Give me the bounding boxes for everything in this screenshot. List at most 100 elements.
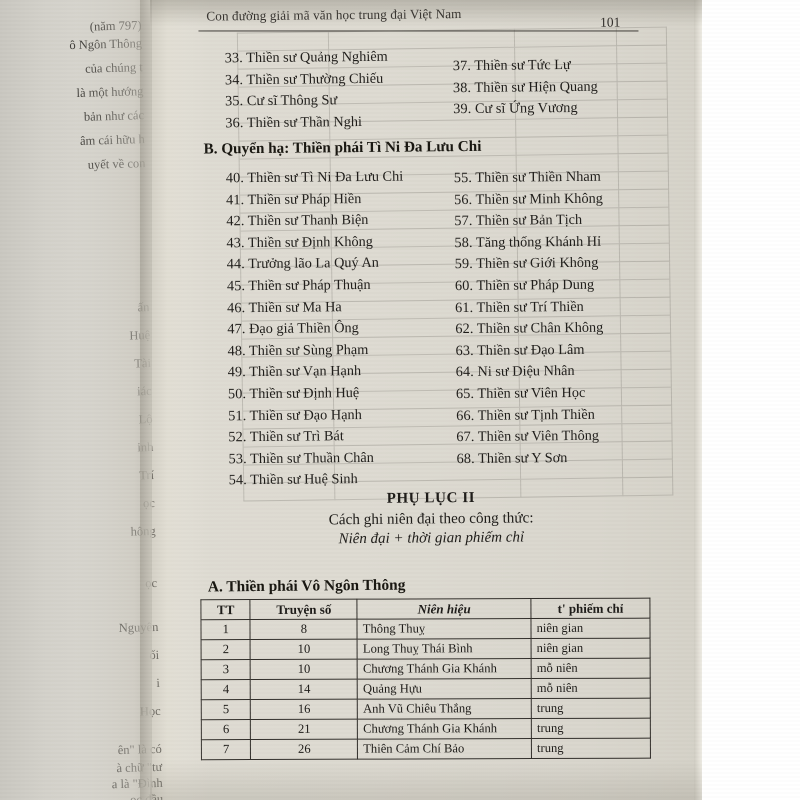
list-item-number: 68. bbox=[456, 450, 475, 467]
list-item-number: 42. bbox=[226, 213, 245, 230]
list-item-number: 38. bbox=[452, 79, 472, 96]
list-item-number: 65. bbox=[455, 385, 475, 403]
list-item-number: 63. bbox=[455, 342, 474, 359]
cell-truyen-so: 10 bbox=[250, 639, 358, 660]
table-row: 2 10 Long Thuỵ Thái Bình niên gian bbox=[201, 638, 651, 660]
list-item: 34. Thiền sư Thường Chiếu bbox=[225, 68, 440, 92]
table-row: 7 26 Thiên Cảm Chí Bảo trung bbox=[201, 738, 651, 760]
list-item-label: Thiền sư Trì Bát bbox=[246, 428, 344, 446]
cell-nien-hieu: Anh Vũ Chiêu Thắng bbox=[357, 698, 532, 720]
page-number: 101 bbox=[600, 14, 621, 30]
list-item-label: Thiền sư Định Huệ bbox=[246, 384, 360, 403]
list-item-label: Thiền sư Ma Ha bbox=[245, 298, 342, 316]
cell-nien-hieu: Thông Thuỵ bbox=[357, 618, 532, 640]
list-item: 60. Thiền sư Pháp Dung bbox=[455, 274, 685, 298]
list-item-number: 64. bbox=[455, 364, 474, 381]
cell-phiem-chi: trung bbox=[531, 738, 651, 759]
list-item-number: 45. bbox=[226, 278, 246, 295]
list-item: 68. Thiền sư Y Sơn bbox=[456, 447, 686, 471]
list-item-label: Tăng thống Khánh Hỉ bbox=[472, 233, 602, 251]
list-block-1-left-column: 33. Thiền sư Quảng Nghiêm 34. Thiền sư Th… bbox=[225, 46, 441, 134]
list-item-number: 56. bbox=[454, 191, 473, 208]
table-section-heading: A. Thiền phái Vô Ngôn Thông bbox=[207, 576, 406, 596]
list-item-number: 44. bbox=[226, 256, 245, 273]
list-item-number: 57. bbox=[454, 213, 473, 230]
list-item-number: 52. bbox=[228, 429, 247, 446]
cell-truyen-so: 16 bbox=[250, 699, 358, 720]
list-item-number: 41. bbox=[226, 191, 245, 208]
list-item-number: 48. bbox=[227, 342, 246, 360]
list-item-label: Thiền sư Tì Ni Đa Lưu Chi bbox=[243, 168, 404, 187]
list-item-label: Thiền sư Bản Tịch bbox=[472, 212, 583, 230]
list-item-label: Thiền sư Viên Thông bbox=[474, 427, 600, 446]
list-item: 62. Thiền sư Chân Không bbox=[455, 317, 685, 341]
list-item-label: Đạo giả Thiền Ông bbox=[245, 320, 359, 338]
list-item: 41. Thiền sư Pháp Hiền bbox=[226, 188, 456, 212]
verso-text-fragment: ô Ngôn Thông bbox=[69, 36, 143, 53]
list-item-label: Thiền sư Sùng Phạm bbox=[245, 341, 369, 359]
list-item-label: Thiền sư Đạo Hạnh bbox=[246, 406, 362, 424]
list-item-number: 36. bbox=[225, 114, 244, 132]
list-item-label: Thiền sư Thường Chiếu bbox=[243, 70, 384, 88]
list-item: 52. Thiền sư Trì Bát bbox=[228, 425, 458, 449]
list-item: 54. Thiền sư Huệ Sinh bbox=[229, 468, 459, 492]
verso-text-fragment: âm cái hữu h bbox=[79, 132, 145, 148]
list-item: 66. Thiền sư Tịnh Thiền bbox=[456, 403, 686, 427]
cell-nien-hieu: Long Thuỵ Thái Bình bbox=[357, 638, 532, 660]
list-item-label: Thiền sư Trí Thiền bbox=[473, 298, 584, 316]
list-item: 49. Thiền sư Vạn Hạnh bbox=[228, 360, 458, 384]
cell-truyen-so: 10 bbox=[250, 659, 358, 680]
list-item-number: 43. bbox=[226, 234, 245, 252]
list-item-label: Thiền sư Pháp Thuận bbox=[245, 276, 371, 295]
cell-phiem-chi: niên gian bbox=[531, 638, 651, 659]
list-item-number: 49. bbox=[227, 364, 246, 381]
table-row: 5 16 Anh Vũ Chiêu Thắng trung bbox=[201, 698, 651, 720]
list-item-number: 66. bbox=[456, 407, 475, 424]
table-row: 1 8 Thông Thuỵ niên gian bbox=[200, 618, 651, 640]
list-item-label: Thiền sư Định Không bbox=[244, 233, 373, 251]
cell-nien-hieu: Thiên Cảm Chí Bảo bbox=[357, 738, 532, 760]
recto-page-content: Con đường giải mã văn học trung đại Việt… bbox=[146, 0, 706, 800]
appendix-subtitle: Cách ghi niên đại theo công thức: bbox=[328, 509, 534, 529]
background-outside-book bbox=[702, 0, 800, 800]
list-item-number: 37. bbox=[452, 57, 472, 75]
list-item-label: Thiền sư Quảng Nghiêm bbox=[242, 48, 388, 67]
table-body: 1 8 Thông Thuỵ niên gian 2 10 Long Thuỵ Thái B… bbox=[200, 618, 651, 760]
list-item-number: 40. bbox=[225, 170, 245, 187]
list-item: 51. Thiền sư Đạo Hạnh bbox=[228, 404, 458, 428]
list-item-label: Thiền sư Chân Không bbox=[473, 319, 604, 338]
list-item-label: Thiền sư Y Sơn bbox=[474, 449, 568, 467]
column-header-truyen-so: Truyện số bbox=[250, 599, 358, 620]
list-item-label: Trưởng lão La Quý An bbox=[244, 255, 380, 273]
list-item: 40. Thiền sư Tì Ni Đa Lưu Chi bbox=[226, 166, 456, 190]
list-item: 38. Thiền sư Hiện Quang bbox=[453, 76, 668, 100]
list-item-number: 50. bbox=[227, 386, 247, 403]
cell-phiem-chi: niên gian bbox=[531, 618, 651, 639]
list-item: 43. Thiền sư Định Không bbox=[226, 231, 456, 255]
list-item-label: Thiền sư Pháp Hiền bbox=[244, 190, 362, 208]
book-gutter-shadow bbox=[140, 0, 212, 800]
cell-phiem-chi: trung bbox=[531, 698, 651, 719]
list-item-number: 61. bbox=[455, 299, 474, 316]
list-item-label: Cư sĩ Thông Sư bbox=[243, 92, 338, 110]
list-item: 59. Thiền sư Giới Không bbox=[455, 252, 685, 276]
appendix-title: PHỤ LỤC II bbox=[386, 489, 476, 507]
nien-hieu-table: TT Truyện số Niên hiệu t' phiếm chỉ 1 8 Th… bbox=[200, 598, 651, 761]
list-item: 56. Thiền sư Minh Không bbox=[454, 188, 684, 212]
cell-truyen-so: 21 bbox=[250, 719, 358, 740]
list-item: 37. Thiền sư Tức Lự bbox=[453, 54, 668, 78]
cell-truyen-so: 26 bbox=[250, 739, 358, 760]
cell-phiem-chi: mỗ niên bbox=[531, 678, 651, 699]
list-item: 55. Thiền sư Thiền Nham bbox=[454, 166, 684, 190]
list-block-1-right-column: 37. Thiền sư Tức Lự 38. Thiền sư Hiện Qua… bbox=[453, 54, 669, 121]
table-header: TT Truyện số Niên hiệu t' phiếm chỉ bbox=[200, 598, 650, 620]
list-item-number: 35. bbox=[225, 93, 244, 110]
verso-page-text: (năm 797) ô Ngôn Thông của chúng t là một h… bbox=[0, 0, 163, 800]
list-item-number: 51. bbox=[228, 407, 247, 424]
cell-phiem-chi: mỗ niên bbox=[531, 658, 651, 679]
list-item: 58. Tăng thống Khánh Hỉ bbox=[454, 231, 684, 255]
list-item-label: Cư sĩ Ứng Vương bbox=[471, 100, 578, 118]
list-item-number: 47. bbox=[227, 321, 246, 338]
list-item: 35. Cư sĩ Thông Sư bbox=[225, 89, 440, 113]
